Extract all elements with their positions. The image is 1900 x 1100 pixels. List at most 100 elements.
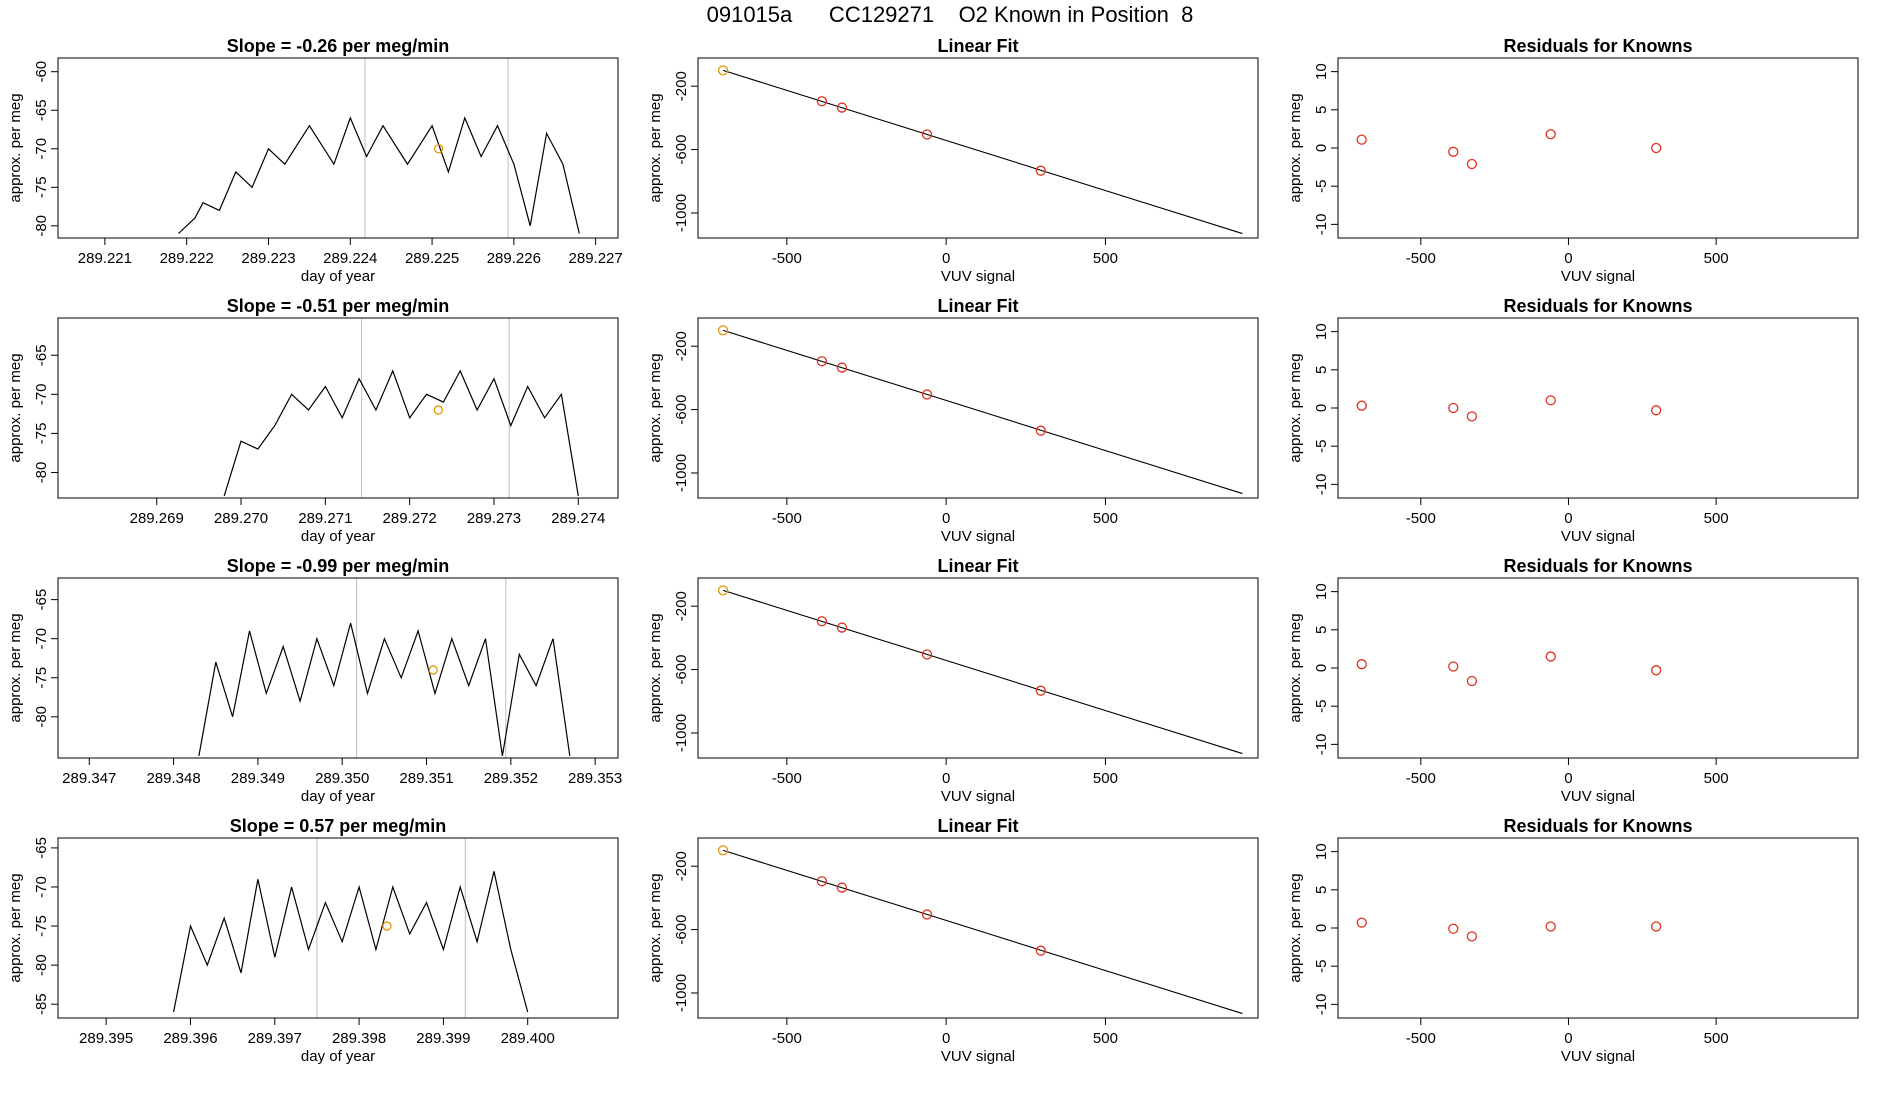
x-tick-label: 289.353: [568, 770, 622, 787]
y-tick-label: -1000: [673, 974, 690, 1012]
x-tick-label: 289.269: [130, 510, 184, 527]
plot-frame: [57, 317, 619, 499]
fit-line: [722, 69, 1243, 235]
data-point: [1651, 405, 1662, 416]
residuals-title: Residuals for Knowns: [1503, 36, 1692, 56]
y-tick-label: -60: [33, 61, 50, 83]
y-tick-label: -65: [33, 589, 50, 611]
data-point: [836, 622, 848, 633]
data-point: [1545, 129, 1556, 140]
x-tick-label: -500: [1406, 510, 1436, 527]
x-axis-label: VUV signal: [1561, 268, 1635, 285]
y-axis-label: approx. per meg: [647, 613, 664, 722]
y-tick-label: 10: [1313, 583, 1330, 600]
data-point: [1545, 921, 1556, 932]
x-tick-label: 289.226: [487, 250, 541, 267]
x-axis-label: VUV signal: [1561, 788, 1635, 805]
x-tick-label: 500: [1704, 510, 1729, 527]
reference-marker: [382, 921, 392, 931]
plot-frame: [1337, 577, 1859, 759]
y-tick-label: -200: [673, 851, 690, 881]
data-point: [1356, 400, 1367, 411]
x-tick-label: 0: [942, 250, 950, 267]
x-tick-label: 289.395: [79, 1030, 133, 1047]
data-point: [1651, 921, 1662, 932]
x-axis-label: VUV signal: [1561, 528, 1635, 545]
x-tick-label: 0: [1564, 510, 1572, 527]
data-point: [1448, 402, 1459, 414]
data-point: [1448, 661, 1459, 672]
linear_fit-title: Linear Fit: [937, 816, 1018, 836]
x-tick-label: 500: [1704, 250, 1729, 267]
series-line: [178, 116, 580, 234]
x-tick-label: 500: [1704, 770, 1729, 787]
linear_fit-title: Linear Fit: [937, 36, 1018, 56]
x-axis-label: day of year: [301, 528, 375, 545]
y-tick-label: 10: [1313, 323, 1330, 340]
x-tick-label: 289.224: [323, 250, 377, 267]
y-axis-label: approx. per meg: [647, 873, 664, 982]
y-tick-label: -80: [33, 706, 50, 728]
x-tick-label: 289.351: [399, 770, 453, 787]
data-point: [1466, 931, 1478, 942]
y-tick-label: 10: [1313, 63, 1330, 80]
x-tick-label: 289.270: [214, 510, 268, 527]
data-point: [1448, 923, 1459, 934]
plot-frame: [57, 57, 619, 239]
data-point: [1651, 665, 1662, 676]
y-tick-label: 0: [1313, 404, 1330, 412]
y-tick-label: 5: [1313, 106, 1330, 114]
y-tick-label: -200: [673, 71, 690, 101]
y-tick-label: -5: [1313, 180, 1330, 193]
x-tick-label: 289.347: [62, 770, 116, 787]
x-tick-label: -500: [772, 1030, 802, 1047]
y-tick-label: -75: [33, 667, 50, 689]
x-axis-label: day of year: [301, 268, 375, 285]
x-tick-label: -500: [772, 510, 802, 527]
x-axis-label: VUV signal: [941, 1048, 1015, 1065]
x-tick-label: 500: [1093, 250, 1118, 267]
series-line: [223, 369, 579, 497]
x-tick-label: 289.271: [298, 510, 352, 527]
x-tick-label: 289.397: [248, 1030, 302, 1047]
y-tick-label: -200: [673, 591, 690, 621]
y-axis-label: approx. per meg: [1287, 93, 1304, 202]
x-axis-label: day of year: [301, 1048, 375, 1065]
y-tick-label: -600: [673, 135, 690, 165]
y-axis-label: approx. per meg: [1287, 873, 1304, 982]
x-axis-label: day of year: [301, 788, 375, 805]
x-tick-label: 289.349: [231, 770, 285, 787]
y-tick-label: -80: [33, 954, 50, 976]
y-axis-label: approx. per meg: [647, 353, 664, 462]
y-tick-label: 10: [1313, 843, 1330, 860]
plot-frame: [697, 317, 1259, 499]
x-axis-label: VUV signal: [941, 528, 1015, 545]
y-tick-label: -10: [1313, 474, 1330, 496]
x-tick-label: 289.272: [383, 510, 437, 527]
y-axis-label: approx. per meg: [7, 353, 24, 462]
data-point: [717, 65, 729, 76]
fit-line: [722, 849, 1243, 1015]
data-point: [921, 389, 933, 400]
x-tick-label: 500: [1704, 1030, 1729, 1047]
y-tick-label: -10: [1313, 734, 1330, 756]
x-tick-label: -500: [772, 250, 802, 267]
y-tick-label: -600: [673, 395, 690, 425]
data-point: [1356, 917, 1367, 928]
data-point: [816, 616, 828, 627]
data-point: [816, 876, 828, 887]
series-line: [173, 871, 529, 1013]
data-point: [1035, 425, 1046, 436]
data-point: [1356, 134, 1367, 145]
y-tick-label: -65: [33, 344, 50, 366]
data-point: [921, 909, 933, 920]
x-axis-label: VUV signal: [941, 268, 1015, 285]
x-tick-label: 0: [942, 1030, 950, 1047]
data-point: [1035, 945, 1046, 956]
data-point: [836, 362, 848, 373]
y-tick-label: -75: [33, 915, 50, 937]
reference-marker: [428, 665, 438, 675]
plot-frame: [697, 577, 1259, 759]
y-tick-label: -1000: [673, 714, 690, 752]
